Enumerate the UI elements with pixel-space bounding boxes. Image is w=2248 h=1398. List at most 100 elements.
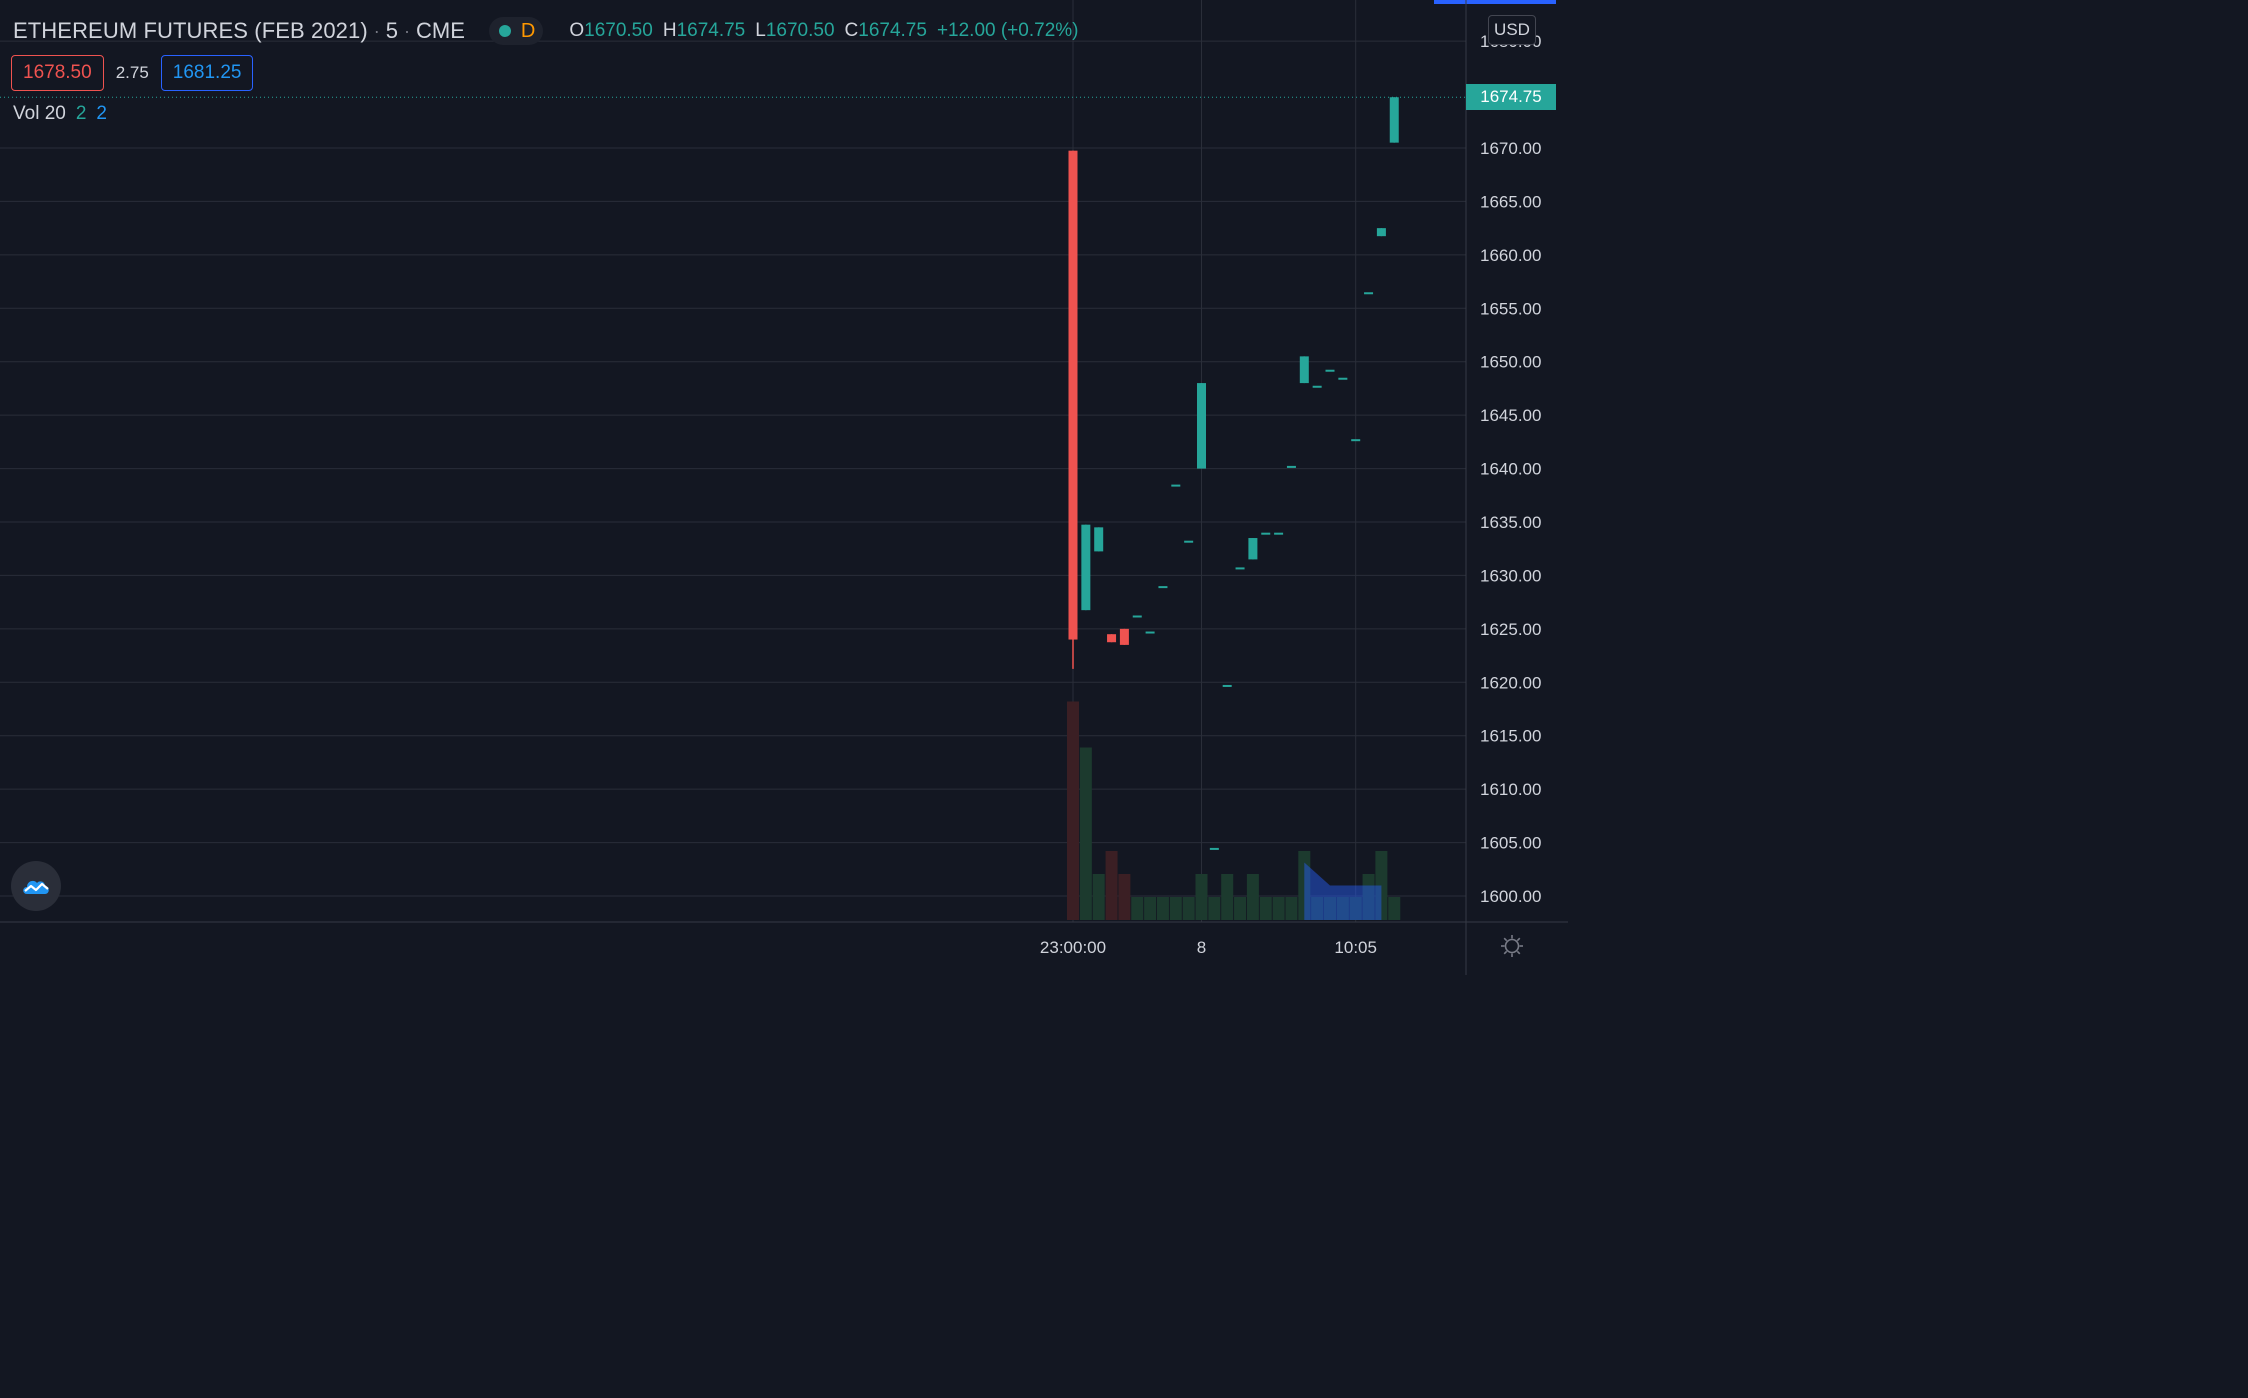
volume-bar [1272, 897, 1285, 920]
buy-sell-panel: 1678.50 2.75 1681.25 [11, 55, 254, 91]
y-axis-tick-label: 1650.00 [1480, 353, 1541, 372]
currency-button[interactable]: USD [1488, 15, 1536, 45]
y-axis-tick-label: 1600.00 [1480, 887, 1541, 906]
candle-body [1325, 369, 1335, 372]
last-price-label: 1674.75 [1466, 84, 1556, 110]
candle-body [1119, 628, 1129, 645]
candle-body [1158, 586, 1168, 589]
y-axis-tick-label: 1660.00 [1480, 246, 1541, 265]
candle-body [1197, 383, 1206, 469]
volume-bar [1156, 897, 1169, 920]
volume-bar [1079, 747, 1092, 920]
volume-legend[interactable]: Vol 20 2 2 [13, 103, 107, 125]
volume-bar [1182, 897, 1195, 920]
volume-bar [1118, 874, 1131, 920]
volume-bar [1336, 897, 1349, 920]
volume-bar [1092, 874, 1105, 920]
volume-bar [1324, 897, 1336, 920]
volume-bar [1246, 874, 1259, 920]
time-axis-tick-label: 8 [1197, 938, 1206, 957]
volume-bar [1285, 897, 1298, 920]
high-label: H [662, 20, 677, 41]
candle-body [1107, 634, 1117, 643]
y-axis-tick-label: 1630.00 [1480, 566, 1541, 585]
spread-value: 2.75 [115, 63, 149, 82]
candle-body [1248, 538, 1258, 560]
y-axis-tick-label: 1615.00 [1480, 727, 1541, 746]
volume-bar [1144, 897, 1157, 920]
volume-bar [1105, 851, 1118, 920]
close-label: C [844, 20, 859, 41]
candle-body [1222, 684, 1232, 687]
candle-body [1389, 97, 1399, 143]
open-label: O [569, 20, 585, 41]
volume-bar [1208, 897, 1221, 920]
time-axis-tick-label: 23:00:00 [1040, 938, 1106, 957]
separator-dot: · [404, 20, 411, 41]
volume-bar [1311, 897, 1324, 920]
candle-body [1184, 540, 1194, 543]
candle-body [1068, 150, 1078, 640]
gear-icon [1501, 935, 1523, 957]
y-axis-tick-label: 1645.00 [1480, 406, 1541, 425]
candle-body [1094, 527, 1104, 552]
candle-body [1312, 385, 1322, 388]
volume-bar [1169, 897, 1182, 920]
buy-button[interactable]: 1681.25 [160, 55, 254, 91]
volume-bar [1259, 897, 1272, 920]
y-axis-tick-label: 1620.00 [1480, 673, 1541, 692]
tradingview-cloud-icon [23, 880, 49, 894]
tradingview-logo-button[interactable] [11, 861, 61, 911]
sell-button[interactable]: 1678.50 [11, 55, 104, 91]
y-axis-tick-label: 1670.00 [1480, 139, 1541, 158]
candle-body [1145, 631, 1155, 634]
y-axis-tick-label: 1610.00 [1480, 780, 1541, 799]
candle-body [1261, 532, 1271, 535]
candle-body [1364, 292, 1374, 295]
volume-ma-area [1304, 862, 1382, 920]
y-axis-tick-label: 1605.00 [1480, 834, 1541, 853]
volume-bar [1067, 701, 1079, 920]
volume-bar [1388, 897, 1401, 920]
time-axis-tick-label: 10:05 [1334, 938, 1377, 957]
volume-bar [1195, 874, 1208, 920]
high-value: 1674.75 [676, 20, 746, 41]
candle-body [1351, 439, 1361, 442]
volume-label: Vol 20 [13, 103, 66, 124]
close-value: 1674.75 [858, 20, 927, 41]
volume-bar [1362, 874, 1375, 920]
candle-body [1338, 377, 1348, 380]
symbol-title[interactable]: ETHEREUM FUTURES (FEB 2021) [13, 18, 368, 43]
open-value: 1670.50 [584, 20, 653, 41]
y-axis-tick-label: 1655.00 [1480, 299, 1541, 318]
low-label: L [755, 20, 766, 41]
delayed-data-badge: D [520, 19, 536, 42]
volume-bar [1375, 851, 1388, 920]
candle-body [1274, 532, 1284, 535]
volume-bar [1234, 897, 1247, 920]
change-value: +12.00 (+0.72%) [936, 20, 1079, 41]
interval-label[interactable]: 5 [385, 18, 399, 43]
candle-body [1235, 567, 1245, 570]
candle-body [1171, 484, 1181, 487]
volume-bar [1221, 874, 1234, 920]
candle-body [1132, 615, 1142, 618]
ohlc-values: O 1670.50 H 1674.75 L 1670.50 C 1674.75 … [569, 20, 1078, 42]
market-status-pill[interactable]: D [488, 17, 544, 45]
volume-bar [1131, 897, 1144, 920]
market-status-dot-icon [498, 25, 511, 37]
y-axis-tick-label: 1625.00 [1480, 620, 1541, 639]
separator-dot: · [373, 20, 380, 41]
volume-ma-value: 2 [96, 103, 107, 124]
low-value: 1670.50 [765, 20, 835, 41]
chart-settings-button[interactable] [1496, 930, 1528, 962]
y-axis-tick-label: 1640.00 [1480, 460, 1541, 479]
candle-body [1299, 356, 1309, 384]
candle-body [1286, 465, 1296, 468]
chart-window: 1680.001670.001665.001660.001655.001650.… [0, 0, 1568, 975]
price-chart[interactable]: 1680.001670.001665.001660.001655.001650.… [0, 0, 1568, 975]
volume-bar [1349, 897, 1362, 920]
y-axis-tick-label: 1665.00 [1480, 192, 1541, 211]
volume-bar [1298, 851, 1311, 920]
volume-value: 2 [75, 103, 87, 124]
